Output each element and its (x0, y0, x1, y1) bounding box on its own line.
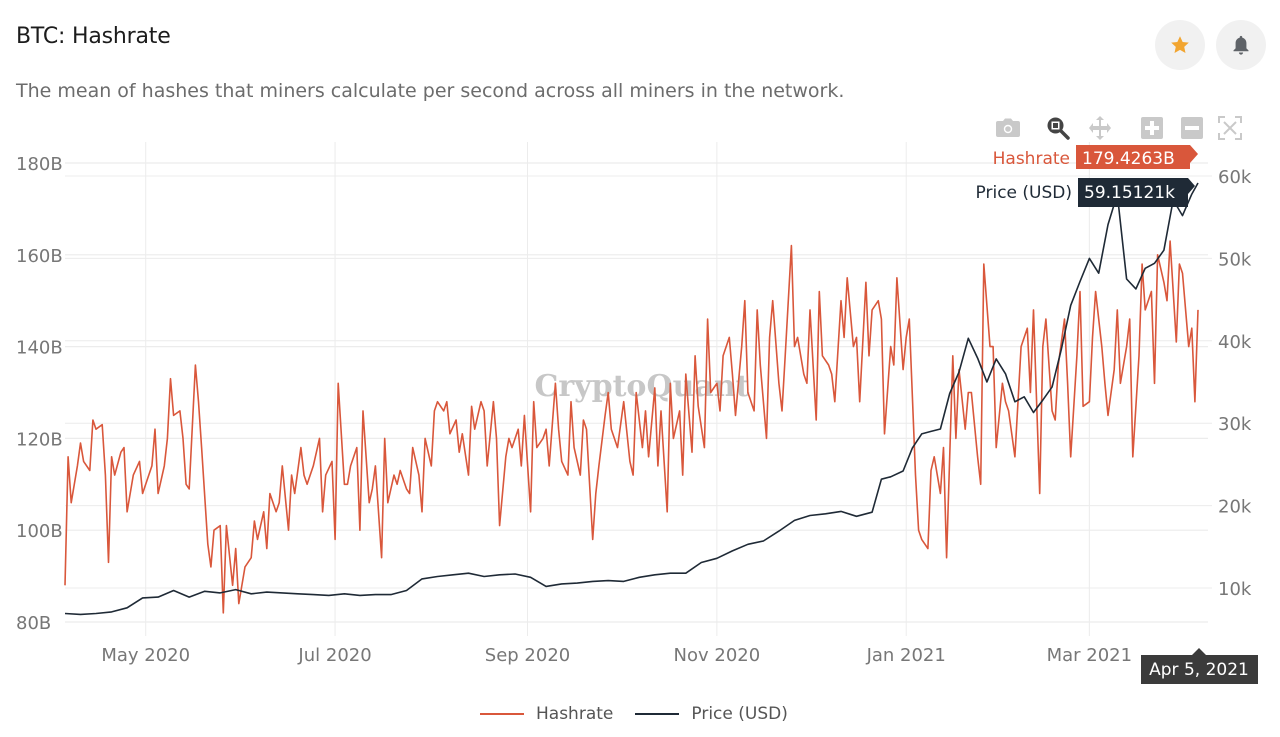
y-tick-label: 180B (16, 154, 63, 175)
x-tick-label: Sep 2020 (485, 645, 570, 666)
y2-tick-label: 60k (1218, 167, 1252, 188)
pan-icon (1089, 116, 1111, 140)
hover-price-box (1078, 178, 1195, 207)
y2-tick-label: 30k (1218, 414, 1252, 435)
page-subtitle: The mean of hashes that miners calculate… (16, 80, 845, 102)
hover-label-hashrate: Hashrate 179.4263B (993, 145, 1198, 169)
hover-hashrate-value: 179.4263B (1082, 149, 1175, 169)
camera-icon (996, 118, 1020, 137)
x-tick-label: Jan 2021 (866, 645, 946, 666)
zoom-out-button[interactable] (1178, 114, 1206, 142)
x-axis: May 2020 Jul 2020 Sep 2020 Nov 2020 Jan 2021… (101, 645, 1132, 666)
zoom-mode-button[interactable] (1044, 114, 1072, 142)
legend-swatch-hashrate (480, 713, 524, 715)
bell-icon (1233, 35, 1249, 55)
y-tick-label: 100B (16, 521, 63, 542)
series-line-price (64, 182, 1199, 616)
zoom-icon (1047, 117, 1070, 140)
series-line-hashrate (64, 240, 1199, 614)
download-png-button[interactable] (994, 114, 1022, 142)
y-axis-right: 10k 20k 30k 40k 50k 60k (1218, 167, 1252, 600)
autoscale-icon (1218, 116, 1242, 140)
y2-tick-label: 20k (1218, 497, 1252, 518)
hover-date-value: Apr 5, 2021 (1149, 660, 1249, 680)
x-tick-label: May 2020 (101, 645, 190, 666)
y-tick-label: 80B (16, 613, 51, 634)
legend-label-hashrate: Hashrate (536, 704, 614, 724)
legend-swatch-price (635, 713, 680, 715)
watermark: CryptoQuant (534, 369, 749, 404)
page-title: BTC: Hashrate (16, 24, 171, 49)
zoom-in-icon (1141, 117, 1163, 139)
autoscale-button[interactable] (1216, 114, 1244, 142)
x-tick-label: Nov 2020 (674, 645, 761, 666)
legend-item-price[interactable]: Price (USD) (635, 704, 788, 724)
alert-button[interactable] (1216, 20, 1266, 70)
hover-hashrate-label: Hashrate (993, 149, 1070, 169)
y-tick-label: 140B (16, 338, 63, 359)
legend-label-price: Price (USD) (691, 704, 788, 724)
y-axis-left: 80B 100B 120B 140B 160B 180B (16, 154, 63, 634)
grid (65, 142, 1212, 636)
zoom-out-icon (1181, 117, 1203, 139)
hover-label-date: Apr 5, 2021 (1141, 648, 1258, 684)
legend-item-hashrate[interactable]: Hashrate (480, 704, 613, 724)
hover-price-value: 59.15121k (1084, 183, 1175, 203)
hover-hashrate-box (1076, 145, 1198, 169)
y2-tick-label: 50k (1218, 249, 1252, 270)
favorite-button[interactable] (1155, 20, 1205, 70)
x-tick-label: Mar 2021 (1047, 645, 1133, 666)
x-tick-label: Jul 2020 (297, 645, 371, 666)
hover-label-price: Price (USD) 59.15121k (976, 178, 1195, 207)
y-tick-label: 120B (16, 429, 63, 450)
y2-tick-label: 40k (1218, 332, 1252, 353)
y2-tick-label: 10k (1218, 579, 1252, 600)
legend: Hashrate Price (USD) (480, 703, 810, 725)
hover-price-label: Price (USD) (976, 183, 1072, 203)
hover-date-box (1141, 648, 1258, 684)
pan-mode-button[interactable] (1086, 114, 1114, 142)
y-tick-label: 160B (16, 246, 63, 267)
zoom-in-button[interactable] (1138, 114, 1166, 142)
star-icon (1171, 36, 1189, 53)
